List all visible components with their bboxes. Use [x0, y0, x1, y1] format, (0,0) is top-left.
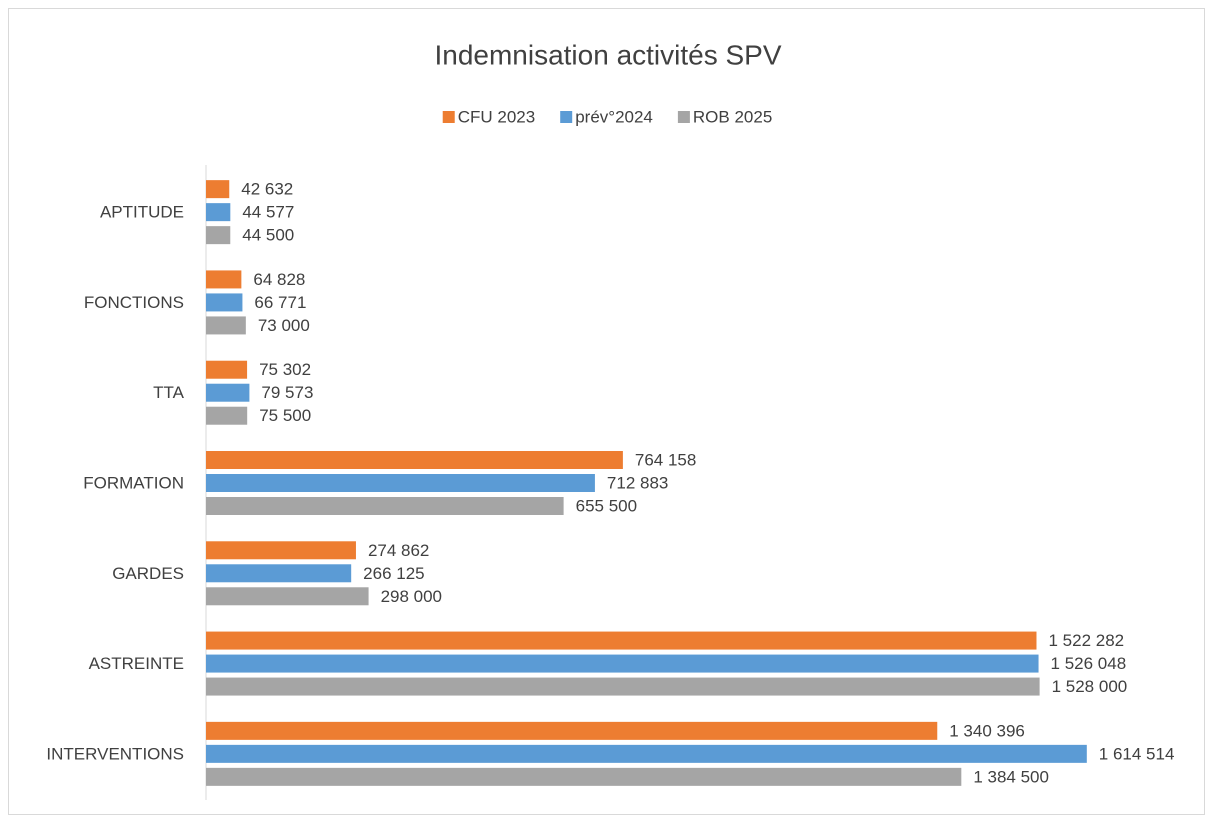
y-tick-label: APTITUDE [100, 203, 184, 222]
data-label: 1 340 396 [949, 721, 1025, 740]
bar [206, 767, 962, 786]
data-label: 44 500 [242, 226, 294, 245]
bar [206, 293, 243, 312]
bar [206, 203, 231, 222]
y-tick-label: FORMATION [83, 473, 184, 492]
bar [206, 564, 352, 583]
data-label: 64 828 [253, 270, 305, 289]
bar [206, 631, 1037, 650]
bar [206, 316, 246, 335]
y-tick-label: INTERVENTIONS [46, 744, 184, 763]
bar [206, 654, 1039, 673]
bar [206, 383, 250, 402]
legend-swatch [442, 111, 455, 123]
bar [206, 497, 564, 515]
data-label: 266 125 [363, 564, 424, 583]
data-label: 75 500 [259, 406, 311, 425]
data-label: 1 526 048 [1051, 654, 1127, 673]
bar [206, 451, 623, 469]
legend-label: CFU 2023 [458, 107, 535, 126]
data-label: 73 000 [258, 316, 310, 335]
legend-swatch [677, 111, 690, 123]
data-label: 712 883 [607, 473, 668, 492]
data-label: 1 522 282 [1048, 631, 1124, 650]
data-label: 79 573 [261, 383, 313, 402]
data-label: 1 528 000 [1052, 677, 1128, 696]
data-label: 298 000 [381, 587, 442, 606]
bar [206, 541, 356, 560]
y-tick-label: FONCTIONS [84, 293, 184, 312]
data-label: 75 302 [259, 360, 311, 379]
data-label: 42 632 [241, 180, 293, 199]
bar [206, 226, 231, 245]
bar [206, 587, 369, 606]
data-label: 66 771 [254, 293, 306, 312]
bar [206, 180, 230, 199]
data-label: 764 158 [635, 450, 696, 469]
data-label: 1 614 514 [1099, 744, 1175, 763]
legend-label: ROB 2025 [693, 107, 772, 126]
data-label: 1 384 500 [973, 767, 1049, 786]
bar [206, 744, 1087, 763]
data-label: 274 862 [368, 541, 429, 560]
bar [206, 270, 242, 289]
y-tick-label: GARDES [112, 564, 184, 583]
bar [206, 406, 248, 425]
y-tick-label: ASTREINTE [89, 654, 184, 673]
chart-title: Indemnisation activités SPV [434, 39, 781, 70]
bar [206, 474, 595, 492]
bar [206, 677, 1040, 696]
bar [206, 721, 938, 740]
data-label: 655 500 [576, 496, 637, 515]
bar [206, 360, 248, 379]
y-tick-label: TTA [153, 383, 185, 402]
legend-swatch [560, 111, 573, 123]
data-label: 44 577 [242, 203, 294, 222]
legend-label: prév°2024 [575, 107, 653, 126]
